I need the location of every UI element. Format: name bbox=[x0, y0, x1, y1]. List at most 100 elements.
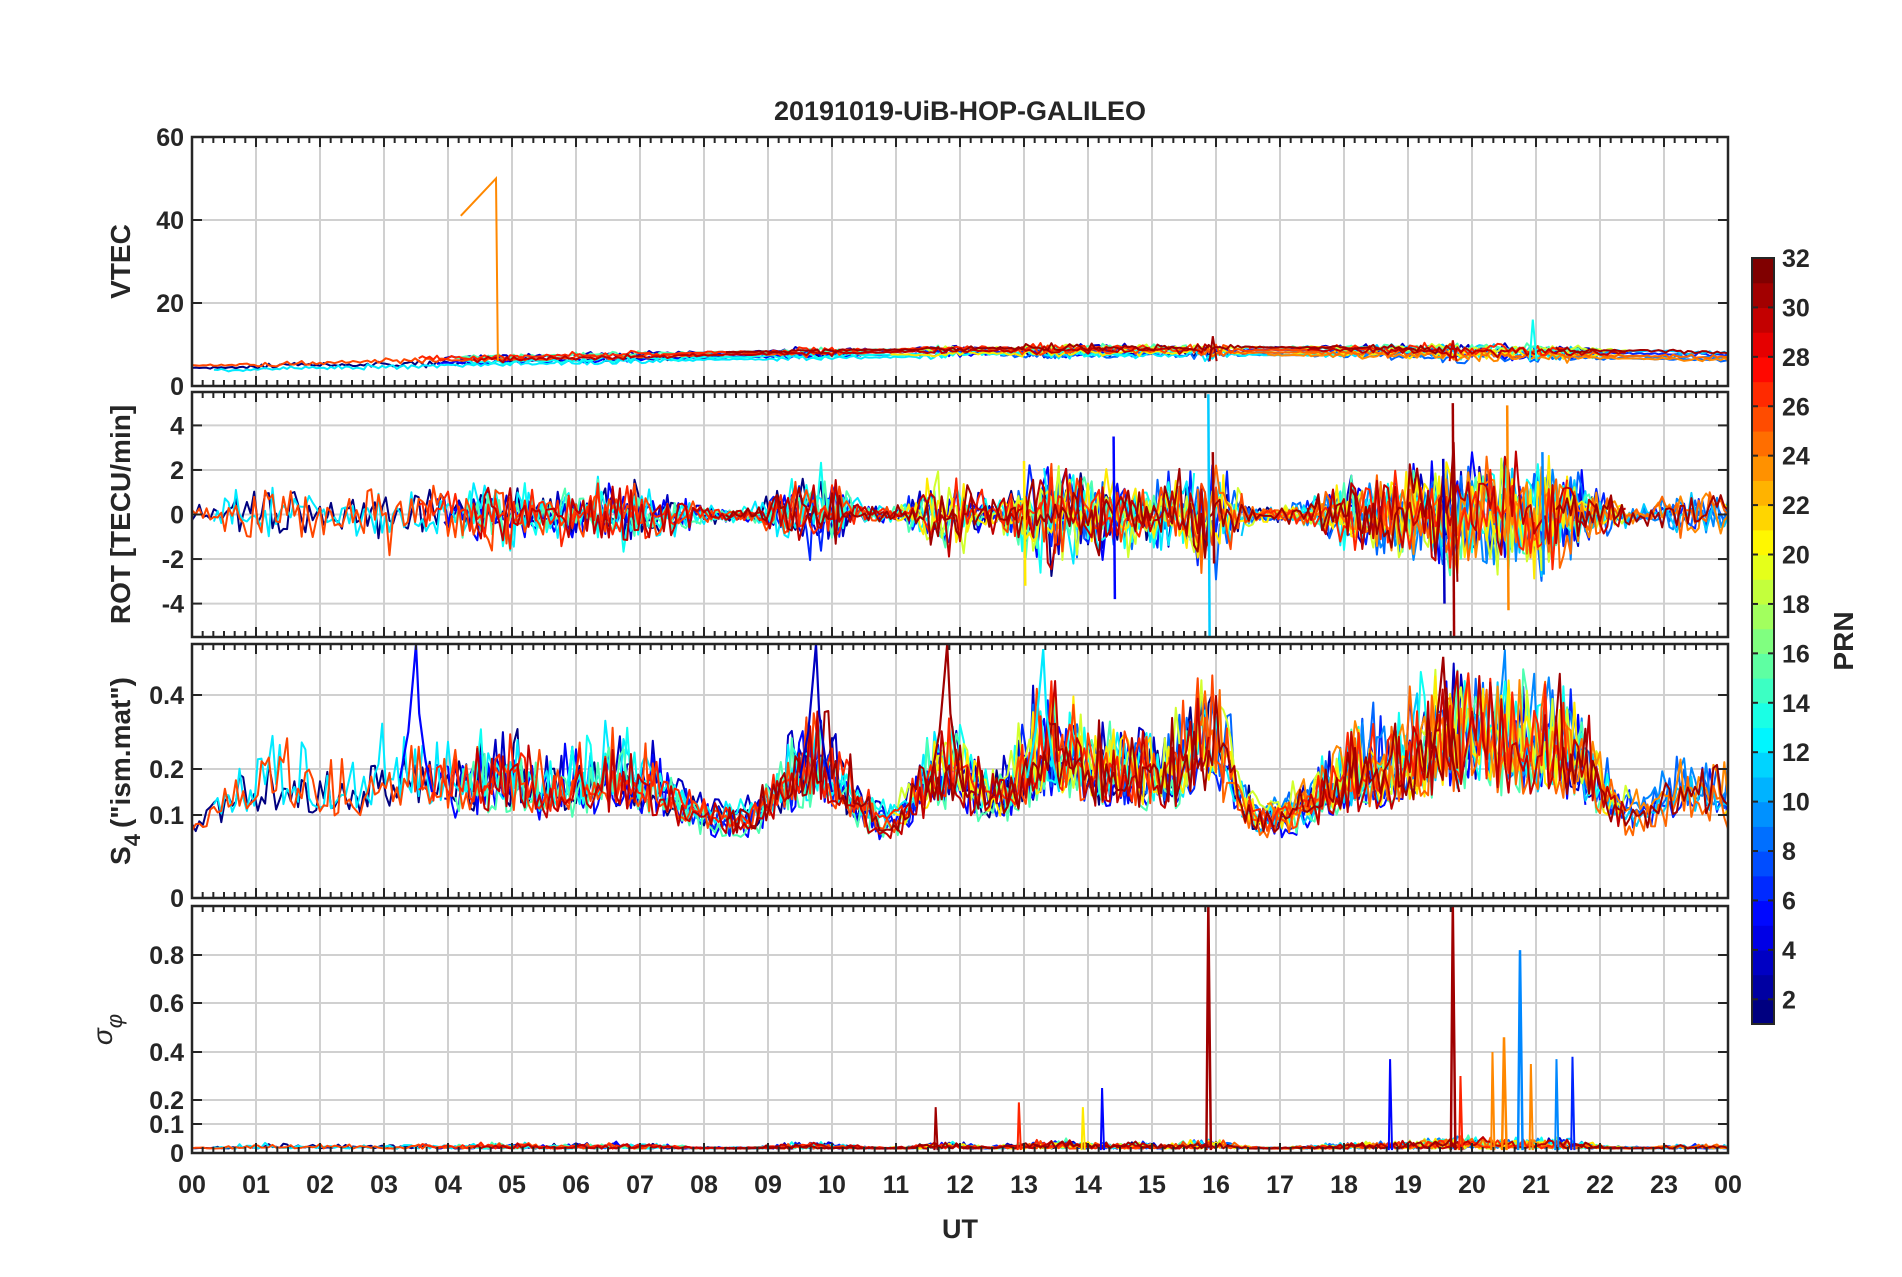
rot-spike-6 bbox=[1112, 436, 1117, 600]
colorbar-cell bbox=[1752, 258, 1774, 284]
colorbar-cell bbox=[1752, 776, 1774, 803]
y-tick-label: 0.1 bbox=[149, 802, 184, 830]
chart-title: 20191019-UiB-HOP-GALILEO bbox=[774, 96, 1146, 126]
sigma-minor-peak-4 bbox=[1387, 1059, 1393, 1151]
s4-peak-1 bbox=[798, 644, 834, 793]
colorbar-cell bbox=[1752, 430, 1774, 457]
x-tick-label: 10 bbox=[818, 1171, 846, 1199]
colorbar-tick-label: 18 bbox=[1782, 591, 1810, 619]
colorbar-cell bbox=[1752, 356, 1774, 383]
x-tick-label: 23 bbox=[1650, 1171, 1678, 1199]
colorbar-cell bbox=[1752, 752, 1774, 778]
colorbar-cell bbox=[1752, 332, 1774, 358]
y-axis-label-subscript: 4 bbox=[120, 833, 145, 846]
colorbar-cell bbox=[1752, 455, 1774, 481]
colorbar-cell bbox=[1752, 974, 1774, 1000]
rot-spike-1 bbox=[1211, 452, 1216, 564]
vtec-peak-2 bbox=[1528, 319, 1538, 362]
rot-spike-7 bbox=[1541, 452, 1545, 575]
y-axis-label-subscript: φ bbox=[102, 1014, 127, 1028]
x-axis-label: UT bbox=[942, 1214, 978, 1244]
series-prn-30 bbox=[472, 450, 1627, 571]
colorbar-tick-label: 20 bbox=[1782, 542, 1810, 570]
s4-peak-2 bbox=[930, 644, 965, 793]
colorbar-label: PRN bbox=[1828, 611, 1859, 670]
colorbar-frame bbox=[1751, 257, 1775, 1025]
sigma-minor-peak-1 bbox=[1016, 1102, 1022, 1151]
colorbar-tick-label: 32 bbox=[1782, 245, 1810, 273]
y-axis-label: ROT [TECU/min] bbox=[105, 405, 136, 624]
x-tick-label: 11 bbox=[883, 1171, 910, 1199]
rot-spike-3 bbox=[1441, 458, 1446, 604]
s4-peak-4 bbox=[1426, 656, 1461, 793]
rot-spike-5 bbox=[1022, 461, 1027, 586]
vtec-peak-0 bbox=[1208, 336, 1218, 362]
x-tick-label: 17 bbox=[1266, 1171, 1294, 1199]
x-tick-label: 20 bbox=[1458, 1171, 1486, 1199]
x-tick-label: 01 bbox=[242, 1171, 270, 1199]
colorbar-cell bbox=[1752, 505, 1774, 531]
series-prn-30 bbox=[472, 343, 1626, 364]
x-tick-label: 22 bbox=[1586, 1171, 1614, 1199]
sigma-peak-2 bbox=[1516, 950, 1524, 1151]
colorbar-cell bbox=[1752, 925, 1774, 951]
s4-peak-0 bbox=[398, 644, 434, 793]
colorbar-cell bbox=[1752, 628, 1774, 654]
series-prn-31 bbox=[725, 672, 1728, 834]
y-tick-label: 0.4 bbox=[149, 682, 184, 710]
sigma-minor-peak-8 bbox=[1554, 1059, 1560, 1151]
x-tick-label: 18 bbox=[1330, 1171, 1358, 1199]
y-axis-label-suffix: ("ism.mat") bbox=[105, 677, 136, 828]
s4-peak-3 bbox=[1026, 649, 1061, 793]
series-prn-31 bbox=[725, 342, 1728, 355]
sigma-minor-peak-5 bbox=[1458, 1075, 1464, 1151]
sigma-peak-3 bbox=[1500, 1037, 1508, 1151]
x-tick-label: 07 bbox=[626, 1171, 654, 1199]
colorbar-tick-label: 22 bbox=[1782, 492, 1810, 520]
x-tick-label: 09 bbox=[754, 1171, 782, 1199]
sigma-minor-peak-0 bbox=[933, 1107, 939, 1151]
x-tick-label: 14 bbox=[1074, 1171, 1102, 1199]
colorbar-cell bbox=[1752, 826, 1774, 852]
x-tick-label: 06 bbox=[562, 1171, 590, 1199]
colorbar-cell bbox=[1752, 875, 1774, 902]
colorbar-cell bbox=[1752, 603, 1774, 630]
rot-spike-0 bbox=[1207, 394, 1211, 637]
y-tick-label: 0.8 bbox=[149, 942, 184, 970]
colorbar-cell bbox=[1752, 529, 1774, 556]
x-tick-label: 12 bbox=[946, 1171, 974, 1199]
colorbar-tick-label: 14 bbox=[1782, 690, 1810, 718]
colorbar-tick-label: 4 bbox=[1782, 937, 1796, 965]
y-tick-label: 0 bbox=[170, 502, 184, 530]
x-tick-label: 21 bbox=[1522, 1171, 1550, 1199]
sigma-minor-peak-9 bbox=[1570, 1056, 1576, 1151]
x-tick-label: 04 bbox=[434, 1171, 462, 1199]
colorbar-cell bbox=[1752, 579, 1774, 605]
panel-traces bbox=[192, 644, 1728, 841]
colorbar-cell bbox=[1752, 801, 1774, 827]
x-tick-label: 08 bbox=[690, 1171, 718, 1199]
vtec-spike-prn-24 bbox=[460, 176, 499, 362]
colorbar-tick-label: 2 bbox=[1782, 986, 1796, 1014]
y-tick-label: 0.1 bbox=[149, 1111, 184, 1139]
colorbar-cell bbox=[1752, 702, 1774, 729]
colorbar-tick-label: 6 bbox=[1782, 887, 1796, 915]
colorbar-cell bbox=[1752, 999, 1774, 1025]
colorbar-cell bbox=[1752, 678, 1774, 704]
x-tick-label: 00 bbox=[178, 1171, 206, 1199]
y-tick-label: 0 bbox=[170, 885, 184, 913]
colorbar-cell bbox=[1752, 554, 1774, 580]
y-tick-label: 0.4 bbox=[149, 1039, 184, 1067]
series-prn-31 bbox=[725, 441, 1728, 582]
y-tick-label: 40 bbox=[156, 207, 184, 235]
sigma-peak-0 bbox=[1205, 906, 1213, 1151]
y-tick-label: -4 bbox=[162, 591, 184, 619]
series-prn-24 bbox=[1267, 349, 1728, 364]
x-tick-label: 02 bbox=[306, 1171, 334, 1199]
panel-s4: 0 0.1 0.2 0.4 S4 ("ism.mat") bbox=[105, 642, 1730, 913]
colorbar-tick-label: 24 bbox=[1782, 443, 1810, 471]
